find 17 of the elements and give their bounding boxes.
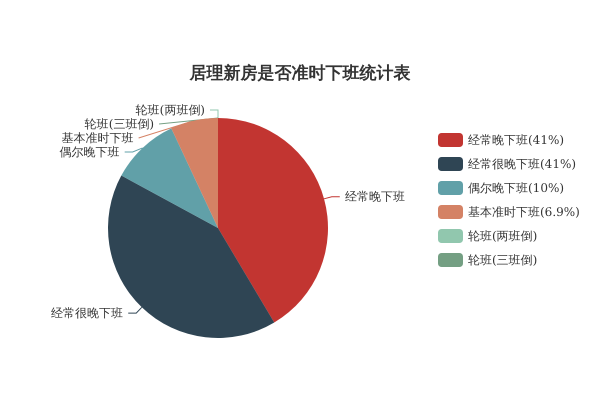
- legend-label: 经常晚下班: [468, 133, 528, 147]
- legend-label: 基本准时下班: [468, 205, 540, 219]
- category-label: 轮班(两班倒): [136, 103, 205, 117]
- slice-label: 基本准时下班: [62, 131, 134, 145]
- slice-label: 经常很晚下班: [51, 306, 124, 320]
- slice-label: 偶尔晚下班: [60, 145, 120, 159]
- legend-label: 轮班(三班倒): [468, 253, 538, 267]
- legend-label: 轮班(两班倒): [468, 229, 538, 243]
- legend-label: 偶尔晚下班: [468, 181, 528, 195]
- data-label: (41%): [540, 157, 576, 171]
- category-label: 轮班(三班倒): [84, 117, 154, 131]
- data-label: (6.9%): [540, 205, 580, 219]
- legend-label: 经常很晚下班: [468, 157, 540, 171]
- chart-title: 居理新房是否准时下班统计表: [188, 64, 412, 84]
- slice-label: 经常晚下班: [344, 190, 405, 204]
- data-label: (10%): [528, 181, 564, 195]
- data-label: (41%): [528, 133, 564, 147]
